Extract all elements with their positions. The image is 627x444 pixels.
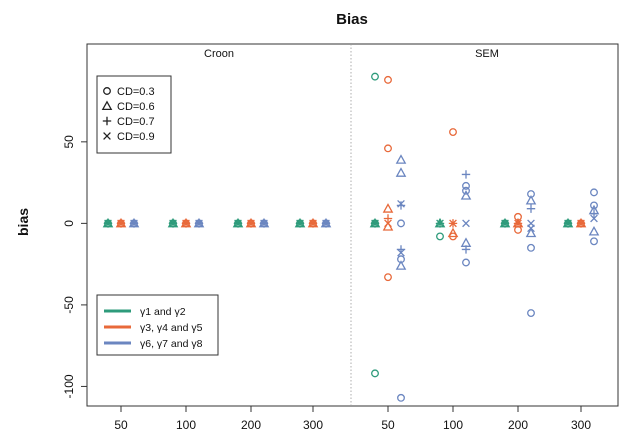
data-point [384, 273, 392, 282]
y-axis-label: bias [15, 208, 31, 236]
data-point [501, 219, 509, 228]
data-point [296, 219, 304, 228]
data-point [395, 167, 407, 177]
x-tick-label: 300 [303, 418, 323, 432]
x-tick-label: 200 [508, 418, 528, 432]
legend-marker-symbol [102, 116, 112, 126]
data-point [234, 219, 242, 228]
data-point [525, 227, 537, 238]
data-point [462, 181, 470, 190]
data-point [395, 260, 407, 270]
marker-legend-symbols [101, 87, 113, 140]
data-point [527, 309, 535, 318]
data-point [182, 219, 190, 228]
marker-legend-label: CD=0.7 [117, 116, 155, 128]
data-point [514, 225, 522, 234]
data-point [397, 248, 405, 257]
data-point [564, 219, 572, 228]
series-legend-label: γ3, γ4 and γ5 [140, 322, 203, 334]
data-point [447, 227, 459, 238]
x-tick-label: 50 [114, 418, 128, 432]
x-tick-label: 50 [381, 418, 395, 432]
data-point [397, 199, 405, 208]
data-point [526, 204, 536, 213]
plot-frame [86, 43, 619, 407]
data-point [577, 219, 585, 228]
data-point [322, 219, 330, 228]
data-point [462, 219, 470, 228]
x-axis: 50 100 200 300 50 100 200 300 [114, 406, 591, 432]
data-point [130, 219, 138, 228]
data-point [460, 190, 472, 200]
data-point [395, 154, 407, 164]
y-axis: -100 -50 0 50 [62, 135, 87, 398]
data-point [260, 219, 268, 228]
y-tick-label: 0 [62, 220, 76, 227]
x-tick-label: 100 [443, 418, 463, 432]
y-tick-label: -50 [62, 296, 76, 314]
data-point [462, 186, 470, 195]
y-tick-label: -100 [62, 374, 76, 398]
data-point [396, 201, 406, 210]
data-point [590, 201, 598, 210]
x-tick-label: 200 [241, 418, 261, 432]
series-legend-box [96, 294, 219, 356]
data-point [525, 195, 537, 205]
data-point [590, 237, 598, 246]
series-legend: γ1 and γ2 γ3, γ4 and γ5 γ6, γ7 and γ8 [96, 294, 219, 356]
data-point [449, 128, 457, 137]
marker-legend-label: CD=0.9 [117, 131, 155, 143]
data-point [449, 219, 457, 228]
data-point [384, 219, 392, 228]
data-point [169, 219, 177, 228]
data-point [590, 188, 598, 197]
data-point [460, 237, 472, 247]
y-tick-label: 50 [62, 135, 76, 149]
marker-legend-label: CD=0.3 [117, 86, 155, 98]
data-point [527, 224, 535, 233]
data-point [384, 144, 392, 153]
x-tick-label: 100 [176, 418, 196, 432]
panel-label-croon: Croon [204, 48, 234, 60]
data-point [397, 219, 405, 228]
data-point [371, 369, 379, 378]
series-legend-label: γ6, γ7 and γ8 [140, 338, 203, 350]
x-tick-label: 300 [571, 418, 591, 432]
data-point [461, 170, 471, 179]
data-point [527, 243, 535, 252]
data-point [462, 258, 470, 267]
series-legend-label: γ1 and γ2 [140, 306, 186, 318]
data-point [514, 219, 522, 228]
legend-marker-symbol [103, 132, 111, 140]
data-point [104, 219, 112, 228]
data-point [589, 209, 599, 218]
data-point [383, 214, 393, 223]
data-point [436, 219, 444, 228]
data-point [590, 214, 598, 223]
marker-legend: CD=0.3 CD=0.6 CD=0.7 CD=0.9 [96, 75, 172, 154]
data-point [309, 219, 317, 228]
data-point [461, 245, 471, 254]
legend-marker-symbol [101, 100, 113, 111]
data-point [371, 219, 379, 228]
data-point [247, 219, 255, 228]
chart-title: Bias [336, 11, 368, 28]
data-point [371, 72, 379, 81]
data-point [384, 75, 392, 84]
data-points [102, 72, 600, 402]
marker-legend-label: CD=0.6 [117, 101, 155, 113]
panel-label-sem: SEM [475, 48, 499, 60]
legend-marker-symbol [103, 87, 111, 95]
data-point [436, 232, 444, 241]
data-point [382, 203, 394, 213]
data-point [397, 393, 405, 402]
data-point [117, 219, 125, 228]
data-point [195, 219, 203, 228]
data-point [588, 225, 600, 236]
